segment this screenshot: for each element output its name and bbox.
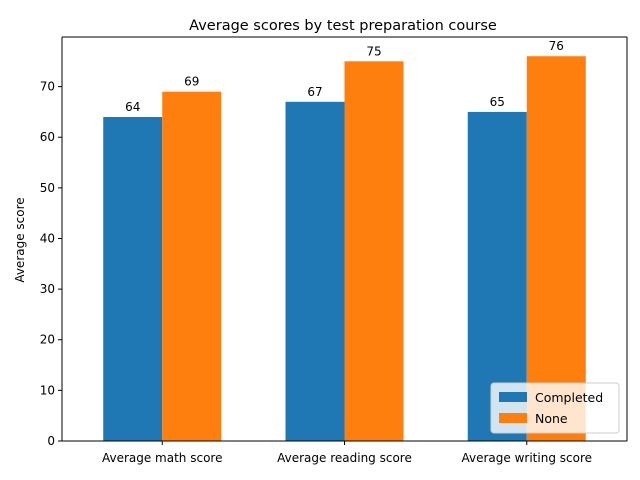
y-tick-label-7: 70 xyxy=(40,80,55,94)
y-tick-label-2: 20 xyxy=(40,333,55,347)
legend-label-completed: Completed xyxy=(535,390,603,405)
x-tick-label-1: Average reading score xyxy=(277,451,412,465)
y-tick-label-5: 50 xyxy=(40,181,55,195)
bar-none-0 xyxy=(162,91,222,441)
y-tick-label-1: 10 xyxy=(40,383,55,397)
x-tick-label-2: Average writing score xyxy=(462,451,593,465)
axes-group: 0 10 20 30 40 50 60 70 Average math score Average… xyxy=(40,36,628,465)
data-label-completed-1: 67 xyxy=(307,85,322,99)
x-tick-label-0: Average math score xyxy=(102,451,223,465)
y-tick-label-6: 60 xyxy=(40,130,55,144)
legend-label-none: None xyxy=(535,411,568,426)
data-label-completed-0: 64 xyxy=(125,100,140,114)
y-tick-label-3: 30 xyxy=(40,282,55,296)
y-tick-label-0: 0 xyxy=(47,434,55,448)
y-tick-label-4: 40 xyxy=(40,231,55,245)
bar-none-2 xyxy=(526,56,586,441)
data-label-none-2: 76 xyxy=(549,39,564,53)
bar-completed-1 xyxy=(285,101,345,441)
bars-group xyxy=(103,56,586,442)
legend: Completed None xyxy=(490,382,620,434)
data-label-none-0: 69 xyxy=(184,75,199,89)
legend-swatch-completed xyxy=(499,392,527,402)
data-labels-group: 64 67 65 69 75 76 xyxy=(125,39,564,114)
chart-title: Average scores by test preparation cours… xyxy=(189,18,497,34)
y-axis-label: Average score xyxy=(13,197,27,282)
bar-completed-0 xyxy=(103,116,163,441)
bar-none-1 xyxy=(344,61,404,441)
legend-swatch-none xyxy=(499,413,527,423)
data-label-completed-2: 65 xyxy=(490,95,505,109)
data-label-none-1: 75 xyxy=(366,44,381,58)
